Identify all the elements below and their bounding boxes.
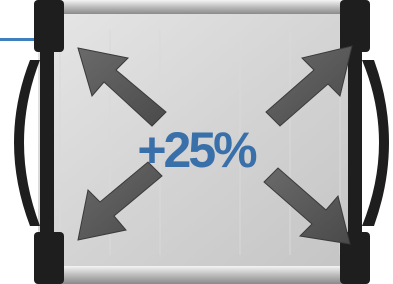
product-image: +25% <box>0 0 393 284</box>
top-rail <box>38 0 362 14</box>
page: {"label": "+25%"} <box>0 0 393 284</box>
bottom-rail <box>38 266 362 284</box>
size-increase-label: +25% <box>137 122 257 178</box>
